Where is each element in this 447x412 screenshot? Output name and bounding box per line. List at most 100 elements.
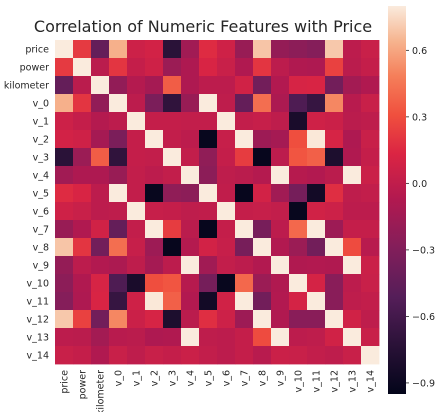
- heatmap-cell-v_10-v_12: [325, 274, 344, 293]
- heatmap-cell-v_12-power: [73, 310, 92, 329]
- heatmap-cell-v_8-v_7: [235, 238, 254, 257]
- heatmap-cell-v_5-v_5: [199, 184, 218, 203]
- y-tick-label-price: price: [25, 45, 49, 56]
- heatmap-cell-v_1-v_1: [127, 112, 146, 131]
- heatmap-cell-v_6-kilometer: [91, 202, 110, 221]
- heatmap-cell-v_3-v_5: [199, 148, 218, 167]
- heatmap-cell-power-v_3: [163, 58, 182, 77]
- heatmap-cell-v_14-v_7: [235, 346, 254, 365]
- heatmap-cell-v_8-v_1: [127, 238, 146, 257]
- heatmap-cell-v_4-v_9: [271, 166, 290, 185]
- heatmap-cell-v_10-v_14: [361, 274, 380, 293]
- heatmap-cell-v_13-power: [73, 328, 92, 347]
- heatmap-cell-v_7-v_12: [325, 220, 344, 239]
- heatmap-cell-v_12-v_4: [181, 310, 200, 329]
- heatmap-cell-price-v_12: [325, 40, 344, 59]
- colorbar: [388, 6, 406, 394]
- heatmap-cell-v_11-v_2: [145, 292, 164, 311]
- heatmap-cell-v_6-v_9: [271, 202, 290, 221]
- heatmap-cell-power-v_11: [307, 58, 326, 77]
- heatmap-cell-v_3-v_2: [145, 148, 164, 167]
- heatmap-cell-v_3-v_1: [127, 148, 146, 167]
- heatmap-cell-v_5-v_12: [325, 184, 344, 203]
- heatmap-cell-v_5-kilometer: [91, 184, 110, 203]
- heatmap-cell-v_12-price: [55, 310, 74, 329]
- heatmap-cell-v_8-v_12: [325, 238, 344, 257]
- heatmap-cell-v_12-kilometer: [91, 310, 110, 329]
- heatmap-cell-power-v_5: [199, 58, 218, 77]
- heatmap-cell-v_14-v_12: [325, 346, 344, 365]
- heatmap-cell-v_3-v_4: [181, 148, 200, 167]
- heatmap-cell-v_8-v_5: [199, 238, 218, 257]
- heatmap-cell-v_4-power: [73, 166, 92, 185]
- heatmap-cell-v_6-v_4: [181, 202, 200, 221]
- heatmap-cell-v_13-v_11: [307, 328, 326, 347]
- heatmap-cell-v_11-v_10: [289, 292, 308, 311]
- heatmap-cell-v_4-v_5: [199, 166, 218, 185]
- heatmap-cell-v_12-v_10: [289, 310, 308, 329]
- heatmap-cell-price-v_14: [361, 40, 380, 59]
- heatmap-cell-v_2-v_4: [181, 130, 200, 149]
- heatmap-cell-v_4-v_10: [289, 166, 308, 185]
- heatmap-cell-v_5-v_3: [163, 184, 182, 203]
- heatmap-cell-v_13-v_13: [343, 328, 362, 347]
- heatmap-cell-v_10-kilometer: [91, 274, 110, 293]
- heatmap-cell-v_1-v_5: [199, 112, 218, 131]
- heatmap-cell-v_0-v_6: [217, 94, 236, 113]
- heatmap-cell-v_6-v_3: [163, 202, 182, 221]
- x-tick-label-v_5: v_5: [204, 370, 215, 386]
- heatmap-cell-v_14-price: [55, 346, 74, 365]
- heatmap-cell-v_14-v_11: [307, 346, 326, 365]
- heatmap-cell-kilometer-v_10: [289, 76, 308, 95]
- heatmap-cells: [55, 40, 380, 365]
- heatmap-cell-v_2-price: [55, 130, 74, 149]
- heatmap-cell-v_0-v_9: [271, 94, 290, 113]
- heatmap-cell-v_9-v_1: [127, 256, 146, 275]
- heatmap-cell-v_13-v_4: [181, 328, 200, 347]
- y-tick-label-v_8: v_8: [33, 243, 49, 254]
- heatmap-cell-v_7-price: [55, 220, 74, 239]
- heatmap-cell-v_10-v_13: [343, 274, 362, 293]
- heatmap-cell-v_14-v_0: [109, 346, 128, 365]
- y-tick-label-v_13: v_13: [27, 333, 49, 344]
- heatmap-cell-power-v_7: [235, 58, 254, 77]
- heatmap-cell-v_4-v_7: [235, 166, 254, 185]
- heatmap-cell-v_9-power: [73, 256, 92, 275]
- heatmap-cell-kilometer-v_14: [361, 76, 380, 95]
- heatmap-cell-v_11-v_4: [181, 292, 200, 311]
- x-tick-label-v_6: v_6: [222, 370, 233, 386]
- heatmap-cell-v_9-v_7: [235, 256, 254, 275]
- heatmap-cell-power-v_12: [325, 58, 344, 77]
- heatmap-cell-v_1-price: [55, 112, 74, 131]
- heatmap-cell-price-v_1: [127, 40, 146, 59]
- heatmap-cell-v_4-price: [55, 166, 74, 185]
- heatmap-cell-v_3-v_6: [217, 148, 236, 167]
- heatmap-cell-kilometer-power: [73, 76, 92, 95]
- heatmap-cell-v_2-v_2: [145, 130, 164, 149]
- heatmap-cell-v_10-v_3: [163, 274, 182, 293]
- heatmap-cell-kilometer-price: [55, 76, 74, 95]
- x-tick-label-v_14: v_14: [366, 370, 377, 392]
- heatmap-cell-v_10-v_2: [145, 274, 164, 293]
- heatmap-cell-v_10-v_10: [289, 274, 308, 293]
- y-tick-label-v_4: v_4: [33, 171, 49, 182]
- heatmap-cell-v_3-v_0: [109, 148, 128, 167]
- heatmap-cell-v_3-v_10: [289, 148, 308, 167]
- heatmap-cell-v_7-v_9: [271, 220, 290, 239]
- heatmap-cell-v_8-v_9: [271, 238, 290, 257]
- x-tick-label-v_10: v_10: [294, 370, 305, 392]
- y-tick-labels: price power kilometer v_0 v_1 v_2 v_3 v_4 v_5 v_6…: [4, 45, 49, 362]
- heatmap-cell-v_8-v_0: [109, 238, 128, 257]
- heatmap-cell-v_5-v_2: [145, 184, 164, 203]
- heatmap-cell-v_4-v_1: [127, 166, 146, 185]
- heatmap-cell-v_2-power: [73, 130, 92, 149]
- heatmap-cell-v_13-v_6: [217, 328, 236, 347]
- heatmap-cell-kilometer-v_13: [343, 76, 362, 95]
- colorbar-tick-label: −0.3: [412, 245, 435, 256]
- heatmap-cell-v_3-v_13: [343, 148, 362, 167]
- heatmap-cell-v_10-v_11: [307, 274, 326, 293]
- heatmap-cell-power-v_0: [109, 58, 128, 77]
- heatmap-cell-v_11-v_8: [253, 292, 272, 311]
- y-tick-label-v_6: v_6: [33, 207, 49, 218]
